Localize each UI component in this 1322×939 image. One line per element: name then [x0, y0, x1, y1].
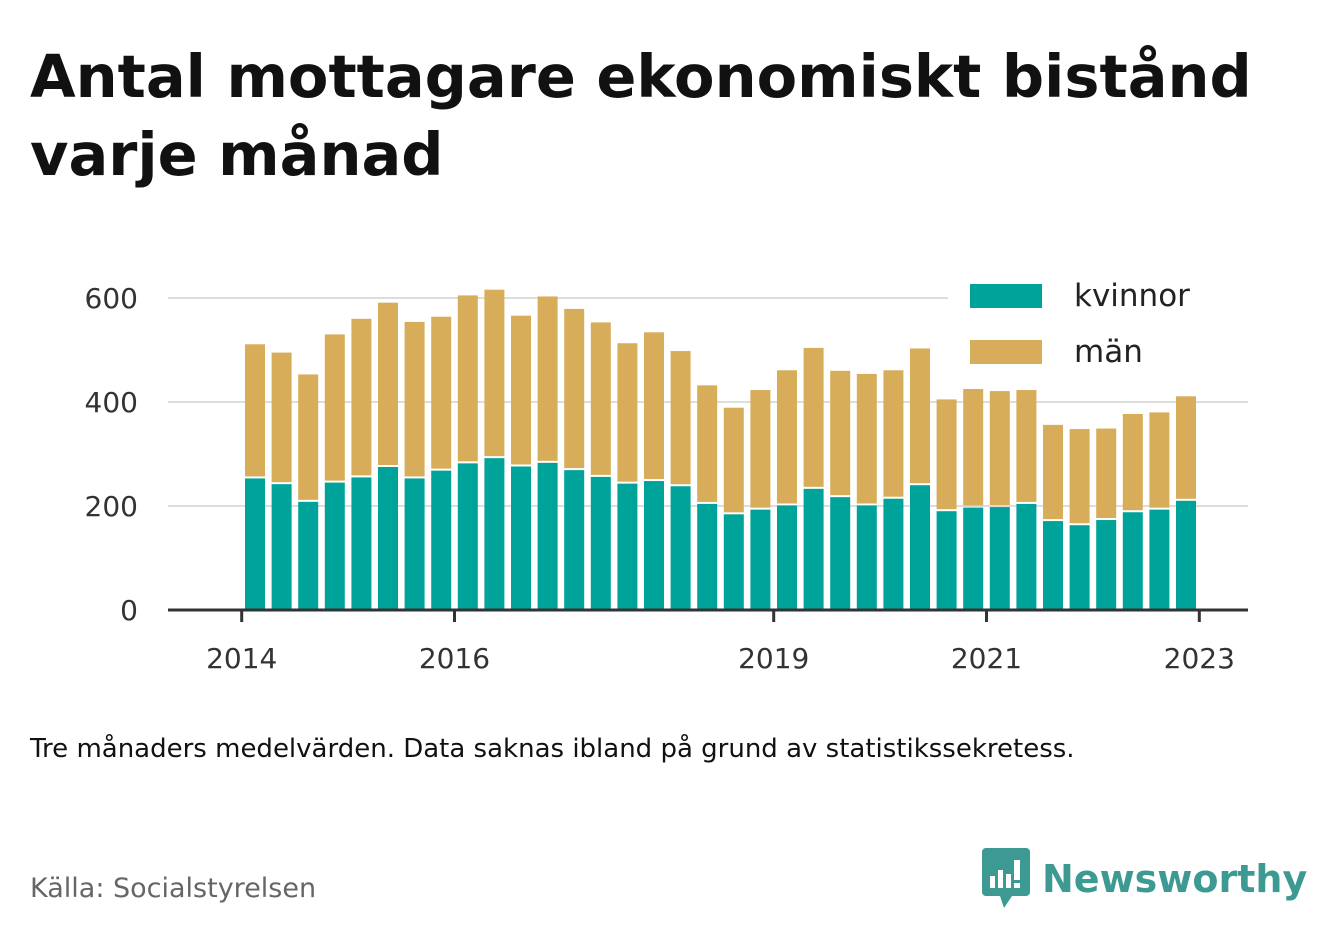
bar-segment-kvinnor [777, 505, 797, 610]
bar-segment-kvinnor [537, 462, 558, 610]
bar-segment-man [1122, 413, 1143, 511]
bar-segment-man [1149, 412, 1170, 508]
bar-segment-kvinnor [989, 507, 1010, 610]
bar-segment-man [989, 391, 1010, 506]
legend-swatch [970, 340, 1042, 364]
bar-segment-man [1043, 424, 1063, 520]
legend: kvinnor män [948, 272, 1248, 382]
bar-segment-kvinnor [431, 470, 452, 610]
bar-segment-man [883, 370, 904, 497]
bar-segment-kvinnor [351, 477, 372, 610]
bar-segment-man [670, 351, 691, 485]
bar-segment-man [617, 343, 638, 482]
x-tick-label: 2021 [951, 642, 1022, 675]
bar-segment-man [1069, 429, 1090, 524]
y-tick-label: 200 [85, 490, 138, 523]
y-tick-label: 400 [85, 386, 138, 419]
bar-segment-kvinnor [856, 505, 877, 610]
bar-segment-kvinnor [1069, 525, 1090, 610]
bar-segment-kvinnor [1043, 521, 1063, 610]
bar-segment-kvinnor [723, 514, 744, 610]
newsworthy-logo-icon [982, 848, 1030, 908]
bars [245, 289, 1196, 610]
bar-segment-man [351, 318, 372, 476]
bar-segment-kvinnor [936, 511, 957, 610]
bar-segment-man [936, 399, 957, 510]
bar-segment-man [777, 370, 797, 504]
bar-segment-man [697, 385, 718, 502]
bar-segment-kvinnor [963, 507, 984, 610]
bar-segment-kvinnor [511, 466, 531, 610]
bar-segment-man [750, 390, 771, 508]
bar-segment-kvinnor [324, 482, 345, 610]
legend-swatch [970, 284, 1042, 308]
bar-segment-man [723, 407, 744, 513]
bar-segment-kvinnor [1176, 500, 1196, 610]
bar-segment-kvinnor [830, 497, 851, 610]
bar-segment-man [963, 389, 984, 506]
bar-segment-man [830, 370, 851, 496]
bar-segment-man [298, 374, 319, 500]
bar-segment-kvinnor [910, 485, 930, 610]
legend-label: kvinnor [1074, 278, 1190, 314]
bar-segment-kvinnor [1149, 509, 1170, 610]
bar-segment-man [1096, 428, 1117, 519]
bar-segment-kvinnor [1122, 512, 1143, 610]
bar-segment-kvinnor [697, 503, 718, 610]
x-tick-label: 2014 [206, 642, 277, 675]
bar-segment-man [431, 316, 452, 469]
bar-segment-kvinnor [564, 470, 585, 610]
bar-segment-kvinnor [271, 484, 292, 610]
bar-segment-man [271, 352, 292, 483]
bar-segment-kvinnor [1016, 503, 1037, 610]
source-label: Källa: Socialstyrelsen [30, 873, 317, 904]
x-tick-label: 2019 [738, 642, 809, 675]
x-tick-label: 2023 [1164, 642, 1235, 675]
bar-segment-man [1016, 390, 1037, 502]
bar-segment-kvinnor [617, 483, 638, 610]
bar-segment-kvinnor [644, 481, 664, 610]
bar-segment-kvinnor [670, 486, 691, 610]
bar-segment-man [564, 308, 585, 469]
bar-segment-man [644, 332, 664, 480]
bar-segment-man [590, 322, 611, 475]
bar-segment-kvinnor [457, 463, 478, 610]
bar-segment-man [457, 295, 478, 462]
bar-segment-man [324, 334, 345, 481]
bar-segment-kvinnor [298, 501, 319, 610]
chart-note: Tre månaders medelvärden. Data saknas ib… [30, 734, 1075, 764]
axes: 0 200 400 600 2014 2016 2019 2021 2023 [85, 282, 1248, 675]
bar-segment-man [511, 315, 531, 465]
bar-segment-kvinnor [1096, 520, 1117, 610]
bar-segment-man [484, 289, 505, 457]
bar-segment-kvinnor [883, 498, 904, 610]
bar-segment-man [856, 373, 877, 504]
bar-segment-man [537, 296, 558, 461]
bar-segment-kvinnor [404, 478, 425, 610]
brand-name: Newsworthy [1042, 857, 1308, 901]
y-tick-label: 0 [120, 594, 138, 627]
bar-segment-kvinnor [378, 467, 398, 610]
bar-segment-man [378, 302, 398, 465]
bar-segment-man [245, 344, 265, 477]
newsworthy-logo: Newsworthy [982, 848, 1307, 910]
bar-segment-man [404, 321, 425, 477]
bar-segment-kvinnor [803, 488, 824, 610]
stacked-bar-chart: 0 200 400 600 2014 2016 2019 2021 2023 kvinnor mä… [85, 272, 1248, 675]
bar-segment-man [910, 348, 930, 484]
bar-segment-kvinnor [484, 458, 505, 610]
bar-segment-kvinnor [245, 478, 265, 610]
bar-segment-kvinnor [750, 509, 771, 610]
bar-segment-kvinnor [590, 476, 611, 610]
chart-title: Antal mottagare ekonomiskt bistånd varje… [30, 42, 1252, 189]
x-tick-label: 2016 [419, 642, 490, 675]
bar-segment-man [803, 347, 824, 487]
legend-label: män [1074, 334, 1143, 370]
y-tick-label: 600 [85, 282, 138, 315]
bar-segment-man [1176, 396, 1196, 499]
